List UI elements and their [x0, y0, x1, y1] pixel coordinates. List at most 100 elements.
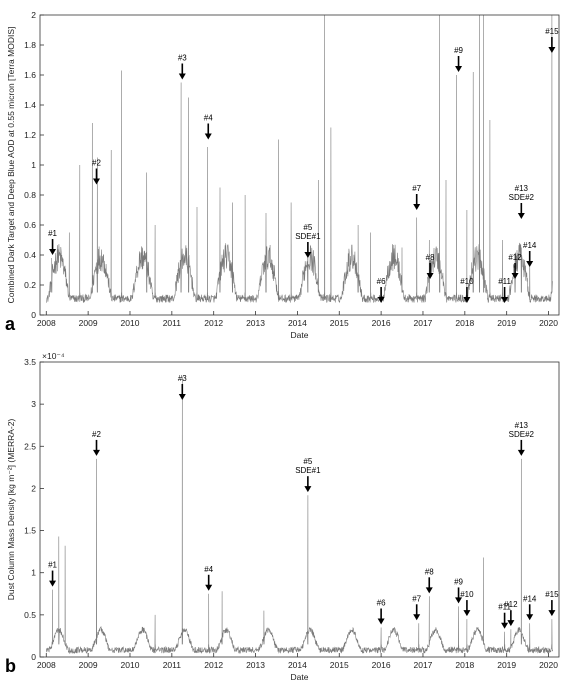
annotation-arrow-head [178, 394, 186, 400]
annotation-arrow-head [413, 614, 421, 621]
x-tick-label: 2018 [455, 660, 474, 670]
annotation-label: #8 [426, 253, 435, 262]
annotation-arrow-head [501, 297, 509, 303]
annotation-label: SDE#2 [509, 430, 535, 439]
annotation-label: #7 [412, 594, 421, 603]
x-tick-label: 2009 [79, 660, 98, 670]
chart-panel-b: 2008 2009 2010 2011 2012 2013 2014 2015 2016 2017… [5, 351, 560, 682]
annotation-arrow-head [205, 584, 213, 591]
x-tick-label: 2010 [121, 660, 140, 670]
annotation-label: #14 [523, 594, 537, 603]
x-tick-label: 2013 [246, 318, 265, 328]
y-tick-label: 3.5 [24, 357, 36, 367]
annotation-arrow-head [413, 204, 421, 210]
y-tick-label: 0 [31, 652, 36, 662]
y-tick-label: 1.5 [24, 526, 36, 536]
panel-label: a [5, 314, 16, 334]
annotation-label: #13 [515, 184, 529, 193]
annotation-label: #9 [454, 577, 463, 586]
y-tick-label: 1 [31, 160, 36, 170]
annotation-label: #3 [178, 54, 187, 63]
annotation-arrow-head [548, 610, 556, 617]
x-tick-label: 2018 [455, 318, 474, 328]
x-tick-label: 2016 [372, 318, 391, 328]
x-tick-label: 2011 [163, 660, 182, 670]
x-tick-label: 2012 [204, 660, 223, 670]
annotation-label: #13 [515, 421, 529, 430]
annotation-label: #10 [460, 277, 474, 286]
annotation-arrow-head [304, 486, 312, 493]
annotation-arrow-head [426, 273, 434, 279]
x-tick-label: 2008 [37, 318, 56, 328]
y-tick-label: 0.5 [24, 610, 36, 620]
annotation-label: #6 [377, 277, 386, 286]
x-tick-label: 2020 [539, 660, 558, 670]
annotation-arrow-head [455, 66, 463, 72]
annotation-label: #1 [48, 229, 57, 238]
annotation-arrow-head [511, 273, 519, 279]
plot-frame [39, 361, 560, 658]
chart-panel-a: 2008 2009 2010 2011 2012 2013 2014 2015 2016 2017… [5, 10, 560, 340]
annotation-arrow-head [548, 47, 556, 53]
annotation-arrow-head [49, 580, 57, 587]
x-tick-label: 2014 [288, 660, 307, 670]
y-exponent-label: ×10⁻⁴ [42, 351, 65, 361]
y-tick-label: 0.6 [24, 220, 36, 230]
y-axis-label: Dust Column Mass Density [kg m⁻²] (MERRA… [6, 419, 16, 601]
y-tick-label: 0.4 [24, 250, 36, 260]
x-tick-label: 2017 [414, 660, 433, 670]
annotation-label: #15 [545, 27, 559, 36]
y-tick-label: 3 [31, 399, 36, 409]
annotation-label: #6 [377, 599, 386, 608]
annotation-label: #12 [508, 253, 522, 262]
annotation-arrow-head [501, 622, 509, 629]
annotation-label: #14 [523, 241, 537, 250]
x-tick-label: 2011 [163, 318, 182, 328]
y-tick-label: 0 [31, 310, 36, 320]
annotation-label: SDE#1 [295, 466, 321, 475]
x-tick-label: 2019 [497, 660, 516, 670]
annotation-arrow-head [377, 297, 385, 303]
y-tick-label: 2 [31, 10, 36, 20]
annotation-label: #15 [545, 590, 559, 599]
annotation-arrow-head [425, 587, 433, 594]
y-tick-label: 0.8 [24, 190, 36, 200]
y-tick-label: 2.5 [24, 441, 36, 451]
annotation-arrow-head [93, 449, 101, 456]
annotation-label: #10 [460, 590, 474, 599]
y-tick-label: 1.6 [24, 70, 36, 80]
annotation-arrow-head [304, 252, 312, 258]
x-axis-label: Date [291, 330, 309, 340]
annotation-arrow-head [204, 133, 212, 140]
x-tick-label: 2010 [121, 318, 140, 328]
annotation-label: #1 [48, 561, 57, 570]
annotation-arrow-head [377, 618, 385, 625]
annotation-label: #8 [425, 567, 434, 576]
annotation-arrow-head [517, 449, 525, 456]
y-tick-label: 1.2 [24, 130, 36, 140]
annotation-label: #3 [178, 374, 187, 383]
annotation-arrow-head [178, 73, 186, 80]
annotation-label: #11 [498, 277, 511, 286]
y-tick-label: 0.2 [24, 280, 36, 290]
annotation-arrow-head [49, 249, 57, 255]
x-tick-label: 2012 [204, 318, 223, 328]
panel-label: b [5, 656, 16, 676]
y-axis-label: Combined Dark Target and Deep Blue AOD a… [6, 27, 16, 304]
annotation-arrow-head [517, 213, 525, 219]
x-tick-label: 2014 [288, 318, 307, 328]
x-tick-label: 2017 [414, 318, 433, 328]
x-tick-label: 2020 [539, 318, 558, 328]
y-tick-label: 1 [31, 568, 36, 578]
annotation-arrow-head [463, 297, 471, 303]
annotation-label: #12 [504, 600, 518, 609]
y-tick-label: 1.4 [24, 100, 36, 110]
annotation-arrow-head [526, 614, 534, 621]
x-tick-label: 2016 [372, 660, 391, 670]
annotation-label: SDE#1 [295, 232, 321, 241]
annotation-arrow-head [507, 620, 515, 627]
x-tick-label: 2015 [330, 660, 349, 670]
x-tick-label: 2013 [246, 660, 265, 670]
annotation-label: #4 [204, 565, 213, 574]
y-tick-label: 1.8 [24, 40, 36, 50]
